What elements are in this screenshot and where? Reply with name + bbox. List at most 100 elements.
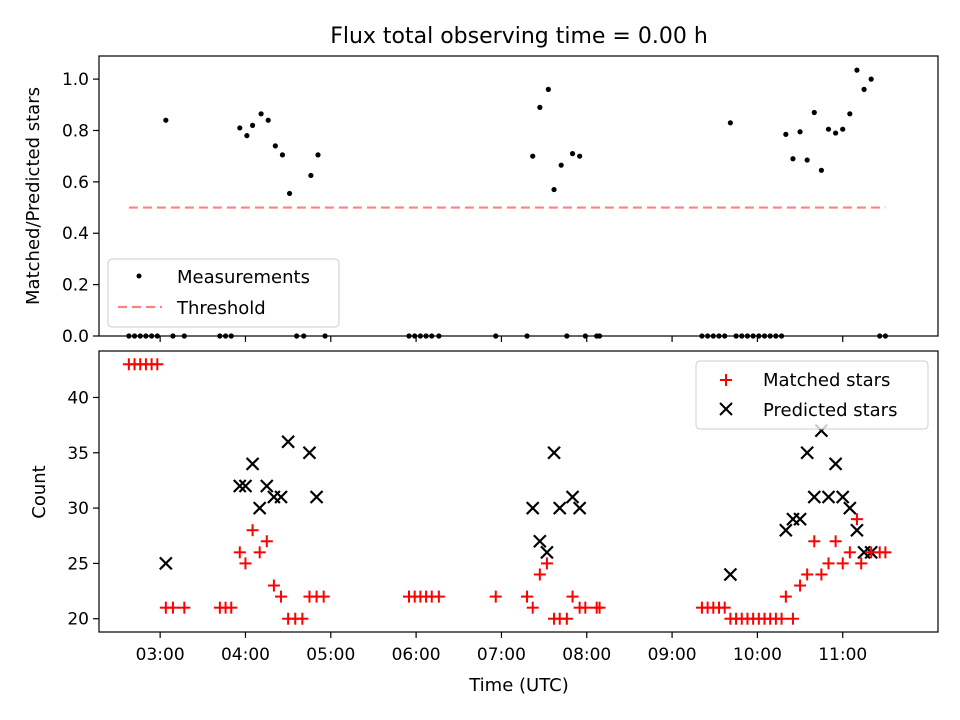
predicted-star-point [540,545,554,560]
matched-stars-points [122,358,892,625]
measurement-point [722,333,728,339]
predicted-star-point [159,556,173,571]
matched-star-point [843,546,856,559]
matched-star-point [260,535,273,548]
ratio-panel: 0.0 0.2 0.4 0.6 0.8 1.0 Matched/Predicted sta… [23,55,939,347]
measurement-point [596,333,603,339]
predicted-stars-points [159,423,878,582]
measurement-point [767,333,773,339]
measurement-point [143,333,149,339]
predicted-star-point [807,490,822,504]
count-x-tick-label: 05:00 [306,645,355,665]
measurement-point [272,143,278,149]
measurement-point [131,333,138,339]
predicted-star-point [238,479,253,493]
measurement-point [854,67,860,73]
matched-star-point [566,590,579,603]
measurement-point [524,333,530,339]
matched-star-point [829,535,842,548]
measurement-point [551,186,557,193]
measurement-point [244,133,250,139]
predicted-star-point [835,490,850,504]
measurement-point [170,333,176,339]
predicted-star-point [828,457,843,471]
measurement-point [750,333,756,339]
legend-measurements-marker [136,273,142,279]
measurement-point [286,190,293,197]
measurement-point [569,151,576,157]
matched-star-point [560,612,573,625]
measurement-point [217,333,223,339]
measurement-point [868,76,874,82]
count-x-tick-label: 08:00 [562,645,611,665]
predicted-star-point [525,501,540,515]
ratio-y-tick-label: 0.2 [62,276,89,296]
measurement-point [558,162,564,168]
matched-star-point [317,590,330,603]
matched-star-point [775,612,788,625]
measurement-point [154,333,160,339]
count-y-tick-label: 35 [67,444,89,464]
count-legend-box [695,360,929,430]
legend-predicted-marker [719,402,733,416]
predicted-star-point [821,490,836,504]
measurement-point [840,126,846,132]
count-y-tick-label: 20 [67,610,89,630]
ratio-y-tick-label: 1.0 [62,70,89,90]
measurement-point [137,333,143,339]
x-axis-label: Time (UTC) [468,675,569,696]
matched-star-point [801,568,814,581]
matched-star-point [178,601,191,614]
matched-star-point [794,579,807,592]
matched-star-point [855,557,868,570]
measurement-point [222,333,229,339]
matched-star-point [533,568,546,581]
predicted-star-point [793,512,807,526]
count-y-ticks: 20 25 30 35 40 [67,388,99,630]
count-x-tick-label: 04:00 [221,645,270,665]
measurement-point [577,153,583,159]
count-x-tick-label: 11:00 [818,645,867,665]
legend-matched-marker [720,374,732,386]
legend-threshold-label: Threshold [176,298,266,319]
measurement-point [783,131,789,137]
matched-star-point [296,612,309,625]
measurement-point [825,126,832,132]
matched-star-point [239,557,252,570]
measurement-point [308,172,314,179]
measurement-point [149,333,155,339]
matched-star-point [879,546,892,559]
matched-star-point [253,546,266,559]
measurement-point [181,333,187,339]
count-x-ticks: 03:00 04:00 05:00 06:00 07:00 08:00 09:00 10:00… [136,632,867,665]
matched-star-point [233,546,246,559]
matched-star-point [718,601,731,614]
measurement-points [126,67,888,339]
measurement-point [582,333,588,339]
ratio-legend: Measurements Threshold [107,258,340,328]
predicted-star-point [252,501,267,515]
ratio-y-ticks: 0.0 0.2 0.4 0.6 0.8 1.0 [62,70,99,347]
predicted-star-point [260,479,274,493]
measurement-point [773,333,779,339]
measurement-point [265,117,271,123]
predicted-star-point [779,523,793,537]
matched-star-point [225,601,238,614]
measurement-point [322,333,328,339]
legend-predicted-label: Predicted stars [763,400,897,421]
matched-star-point [521,590,534,603]
measurement-point [804,157,810,163]
measurement-point [882,333,888,339]
predicted-star-point [309,490,324,504]
legend-matched-label: Matched stars [763,370,890,391]
count-x-tick-label: 09:00 [648,645,697,665]
measurement-point [436,333,442,339]
measurement-point [756,333,762,339]
measurement-point [699,333,705,339]
measurement-point [877,333,883,339]
matched-star-point [593,601,606,614]
measurement-point [301,333,307,339]
measurement-point [545,86,551,92]
predicted-star-point [302,446,317,460]
